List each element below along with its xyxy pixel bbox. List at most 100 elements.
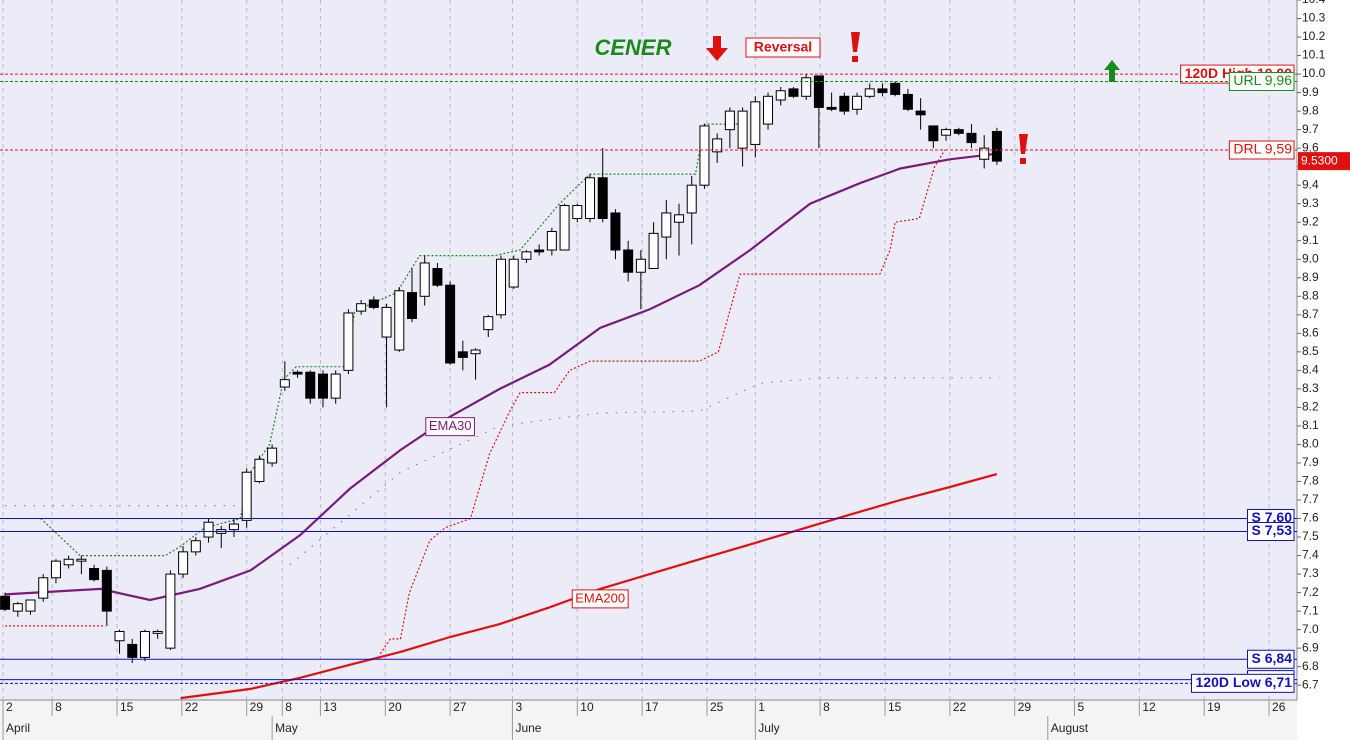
x-tick-label: 29 <box>1018 700 1032 714</box>
level-label: S 6,84 <box>1252 650 1293 666</box>
candle-body <box>585 177 596 220</box>
candle-body <box>254 458 265 482</box>
y-tick-label: 8.4 <box>1302 363 1319 377</box>
candle-body <box>546 230 557 251</box>
signal-label: Reversal <box>754 39 812 55</box>
candle-body <box>127 643 138 658</box>
level-label: 120D Low 6,71 <box>1196 674 1293 690</box>
x-tick-label: 8 <box>55 700 62 714</box>
y-tick-label: 7.7 <box>1302 492 1319 506</box>
candle-body <box>674 214 685 223</box>
month-label: May <box>275 721 298 735</box>
level-label: S 7,53 <box>1252 522 1293 538</box>
candle-body <box>559 205 570 251</box>
y-tick-label: 9.6 <box>1302 140 1319 154</box>
chart-title: CENER <box>594 35 671 60</box>
candle-body <box>89 568 100 581</box>
candle-body <box>686 184 697 214</box>
month-label: August <box>1051 721 1089 735</box>
candle-body <box>178 551 189 575</box>
x-tick-label: 13 <box>323 700 337 714</box>
level-label: S 7,60 <box>1252 509 1293 525</box>
candle-body <box>534 249 545 253</box>
y-tick-label: 9.2 <box>1302 214 1319 228</box>
y-tick-label: 6.7 <box>1302 677 1319 691</box>
alert-mark <box>851 32 860 62</box>
candle-body <box>0 595 11 610</box>
overlay-line <box>5 149 946 655</box>
x-tick-label: 15 <box>888 700 902 714</box>
y-tick-label: 9.4 <box>1302 177 1319 191</box>
level-box <box>1228 71 1295 91</box>
candle-body <box>292 371 303 375</box>
overlay-label-box <box>571 589 629 609</box>
x-tick-label: 1 <box>758 700 765 714</box>
candle-body <box>445 284 456 364</box>
up-arrow <box>1104 60 1120 82</box>
overlay-line <box>5 377 1000 566</box>
x-tick-label: 12 <box>1142 700 1156 714</box>
x-tick-label: 2 <box>6 700 13 714</box>
candle-body <box>190 540 201 553</box>
candle-body <box>737 110 748 149</box>
candle-body <box>597 177 608 220</box>
level-box <box>1228 140 1295 160</box>
candle-body <box>76 558 87 562</box>
candle-body <box>852 95 863 110</box>
y-tick-label: 9.0 <box>1302 251 1319 265</box>
candle-body <box>902 93 913 110</box>
month-label: June <box>515 721 541 735</box>
y-tick-label: 7.8 <box>1302 474 1319 488</box>
month-label: July <box>758 721 779 735</box>
candle-body <box>457 351 468 358</box>
y-tick-label: 9.1 <box>1302 233 1319 247</box>
candle-body <box>979 147 990 160</box>
y-tick-label: 7.5 <box>1302 529 1319 543</box>
overlay-label: EMA30 <box>429 418 472 433</box>
candle-body <box>419 262 430 297</box>
candle-body <box>712 138 723 153</box>
x-tick-label: 22 <box>185 700 199 714</box>
y-tick-label: 8.7 <box>1302 307 1319 321</box>
month-label: April <box>6 721 30 735</box>
overlay-line <box>180 473 998 700</box>
candle-body <box>381 306 392 338</box>
candle-body <box>228 523 239 531</box>
candle-body <box>317 373 328 399</box>
candle-body <box>495 258 506 316</box>
candle-body <box>953 129 964 134</box>
x-tick-label: 8 <box>823 700 830 714</box>
y-tick-label: 7.9 <box>1302 455 1319 469</box>
candle-body <box>101 569 112 612</box>
signal-box <box>745 37 821 58</box>
overlays: EMA30 EMA200 <box>5 123 1000 700</box>
candle-body <box>432 268 443 286</box>
x-axis-bg <box>0 700 1297 740</box>
y-tick-label: 8.0 <box>1302 437 1319 451</box>
y-tick-label: 6.8 <box>1302 659 1319 673</box>
level-box <box>1247 521 1295 541</box>
x-tick-label: 17 <box>645 700 659 714</box>
x-tick-label: 19 <box>1207 700 1221 714</box>
candle-body <box>483 316 494 331</box>
y-tick-label: 7.2 <box>1302 585 1319 599</box>
candle-body <box>763 95 774 125</box>
y-tick-label: 8.2 <box>1302 400 1319 414</box>
y-tick-label: 7.3 <box>1302 566 1319 580</box>
x-tick-label: 29 <box>250 700 264 714</box>
candle-body <box>38 577 49 599</box>
candle-body <box>864 88 875 97</box>
x-tick-label: 25 <box>710 700 724 714</box>
last-price-label: 9.5300 <box>1301 153 1338 167</box>
y-tick-label: 8.3 <box>1302 381 1319 395</box>
overlay-line <box>5 152 998 602</box>
level-box <box>1247 649 1295 669</box>
candle-body <box>826 106 837 110</box>
candle-body <box>114 630 125 642</box>
candle-body <box>839 95 850 112</box>
y-tick-label: 7.6 <box>1302 511 1319 525</box>
y-tick-label: 10.1 <box>1302 48 1326 62</box>
